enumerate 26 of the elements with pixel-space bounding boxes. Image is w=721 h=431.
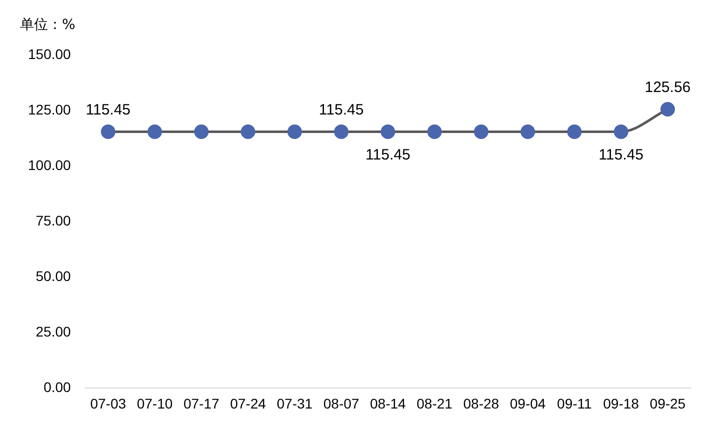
x-tick-label: 07-17: [183, 395, 220, 412]
x-tick-label: 08-28: [463, 395, 500, 412]
y-tick-label: 125.00: [28, 101, 72, 118]
x-tick-label: 07-24: [230, 395, 266, 412]
x-tick-label: 09-04: [510, 395, 546, 412]
data-label: 115.45: [598, 146, 644, 164]
y-tick-label: 150.00: [28, 46, 72, 62]
y-tick-label: 25.00: [36, 324, 72, 340]
x-tick-label: 08-14: [370, 395, 406, 412]
x-tick-label: 07-03: [90, 395, 126, 412]
y-tick-label: 0.00: [44, 379, 72, 396]
data-label: 115.45: [366, 146, 410, 164]
x-tick-label: 09-18: [603, 395, 640, 412]
data-label: 115.45: [86, 101, 131, 118]
x-tick-label: 08-21: [416, 395, 453, 412]
x-tick-label: 07-31: [276, 395, 313, 412]
y-tick-label: 75.00: [36, 212, 72, 228]
y-axis-title: 单位：%: [20, 16, 76, 34]
y-tick-label: 100.00: [28, 156, 72, 173]
data-label: 125.56: [644, 78, 691, 96]
x-tick-label: 07-10: [136, 395, 173, 412]
x-tick-label: 08-07: [323, 395, 360, 412]
x-tick-label: 09-11: [557, 395, 592, 412]
x-tick-label: 09-25: [650, 395, 686, 412]
y-tick-label: 50.00: [36, 268, 72, 284]
data-label: 115.45: [318, 101, 364, 118]
